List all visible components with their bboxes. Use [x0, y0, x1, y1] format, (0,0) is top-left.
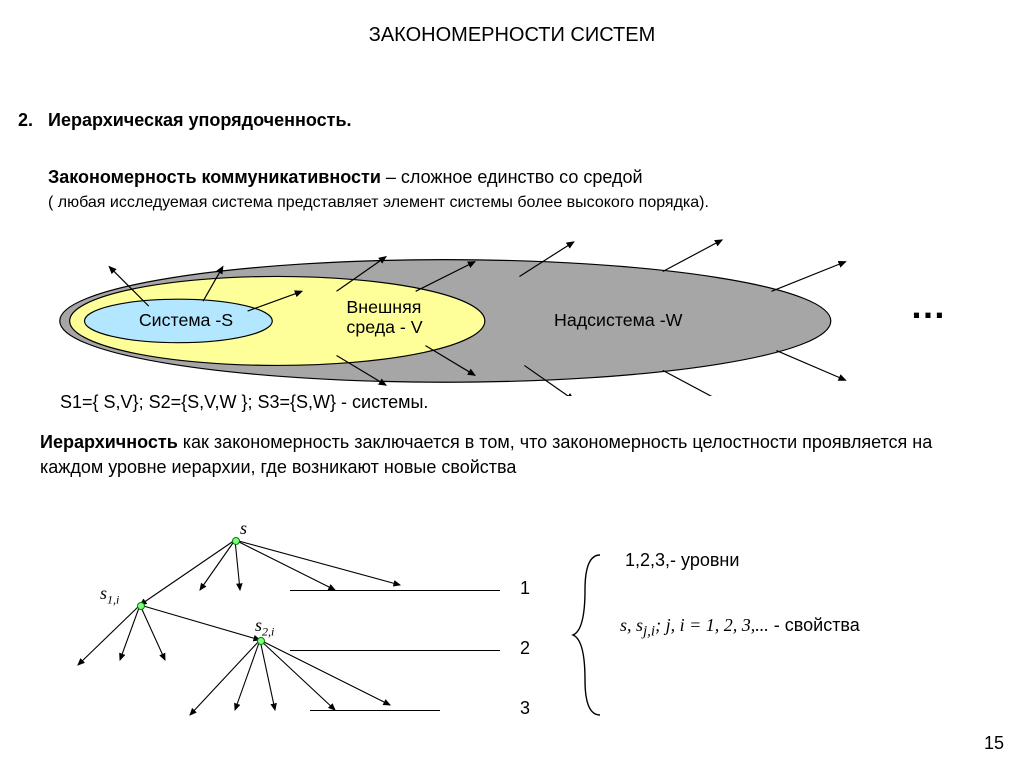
level-number: 2: [520, 638, 530, 659]
definition-text: – сложное единство со средой: [381, 167, 643, 187]
section-number: 2.: [18, 110, 33, 131]
level-number: 1: [520, 578, 530, 599]
hierarchy-term: Иерархичность: [40, 432, 178, 452]
section-title: Иерархическая упорядоченность.: [48, 110, 352, 131]
props-formula-mid: ; j, i = 1, 2, 3,...: [655, 615, 769, 635]
tree-label-s1: s1,i: [100, 583, 119, 608]
level-line: [310, 710, 440, 711]
system-formulas: S1={ S,V}; S2={S,V,W }; S3={S,W} - систе…: [60, 392, 428, 413]
props-suffix: - свойства: [769, 615, 860, 635]
svg-text:Система -S: Система -S: [139, 310, 233, 330]
props-formula-prefix: s, s: [620, 615, 643, 635]
props-formula-sub: j,i: [643, 624, 655, 640]
ellipse-svg: Надсистема -W Внешняясреда - V Система -S: [40, 236, 900, 396]
tree-label-s2: s2,i: [255, 615, 274, 640]
nested-systems-diagram: Надсистема -W Внешняясреда - V Система -S: [40, 236, 900, 376]
properties-annotation: s, sj,i; j, i = 1, 2, 3,... - свойства: [620, 615, 860, 641]
communicativity-definition: Закономерность коммуникативности – сложн…: [48, 165, 948, 214]
definition-paren: ( любая исследуемая система представляет…: [48, 194, 709, 211]
definition-term: Закономерность коммуникативности: [48, 167, 381, 187]
svg-text:среда - V: среда - V: [346, 317, 422, 337]
levels-annotation: 1,2,3,- уровни: [625, 550, 739, 571]
hierarchy-definition: Иерархичность как закономерность заключа…: [40, 430, 980, 480]
tree-node-root: [232, 537, 240, 545]
level-number: 3: [520, 698, 530, 719]
ellipsis: …: [910, 285, 946, 327]
page-number: 15: [984, 733, 1004, 754]
tree-label-root: s: [240, 518, 247, 539]
svg-text:Внешняя: Внешняя: [346, 297, 421, 317]
level-line: [290, 590, 500, 591]
level-line: [290, 650, 500, 651]
brace-icon: [570, 550, 610, 720]
page-title: ЗАКОНОМЕРНОСТИ СИСТЕМ: [0, 0, 1024, 47]
tree-node-s1: [137, 602, 145, 610]
svg-text:Надсистема -W: Надсистема -W: [554, 310, 683, 330]
